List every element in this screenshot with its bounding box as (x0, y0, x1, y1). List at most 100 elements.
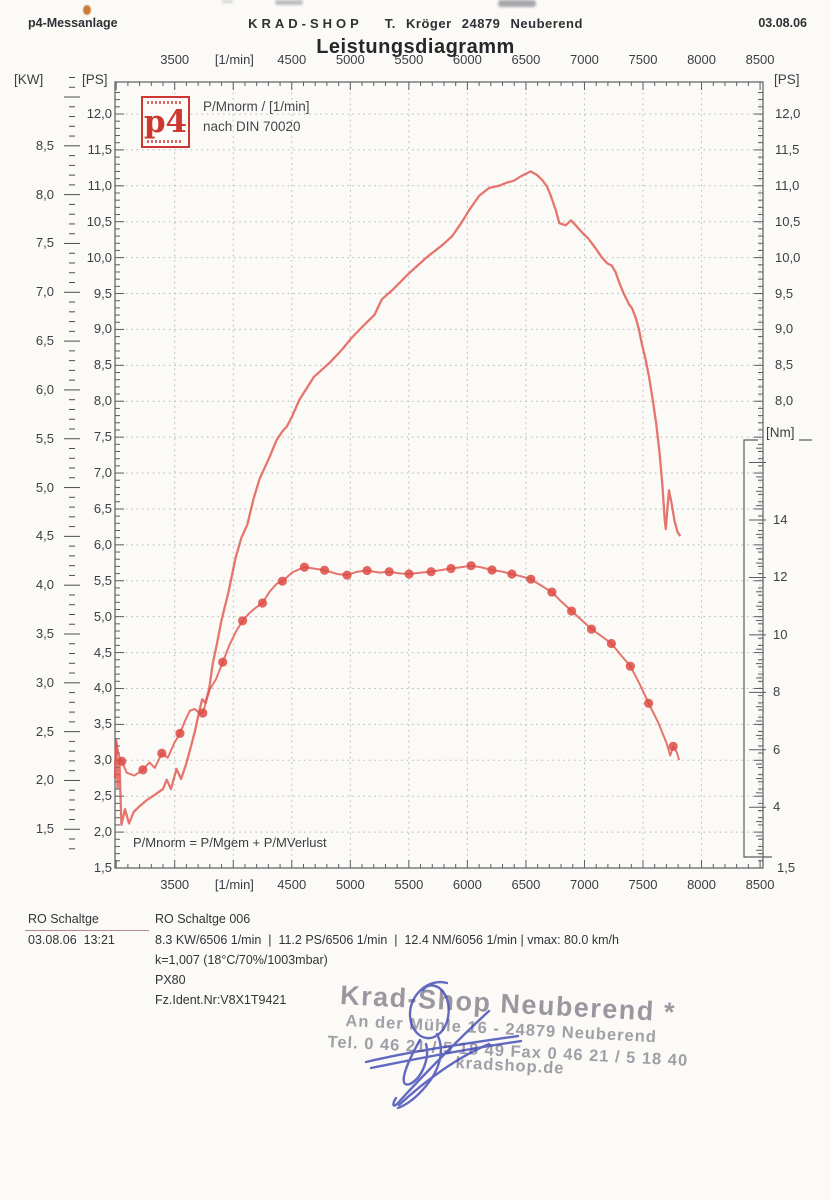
ps-axis-label-left: 4,5 (93, 644, 112, 660)
torque-marker (198, 708, 208, 718)
ps-axis-label-left: 3,5 (93, 716, 112, 732)
kw-axis-label: 8,5 (35, 137, 54, 153)
torque-marker (175, 728, 185, 738)
kw-axis-label: 7,0 (35, 284, 54, 300)
x-axis-label-top: 3500 (160, 52, 190, 67)
ps-axis-label-right: 12,0 (775, 105, 801, 121)
x-axis-label-top: [1/min] (214, 52, 254, 67)
ps-axis-label-right: 8,5 (775, 357, 794, 373)
p4-logo-microtext (147, 101, 181, 104)
ps-axis-label-left: 8,5 (93, 357, 112, 373)
ps-axis-label-left: 10,5 (86, 213, 112, 229)
power-curve (113, 170, 682, 827)
ps-axis-label-left: 2,0 (93, 824, 112, 840)
torque-marker (644, 698, 654, 708)
kw-axis-label: 6,5 (35, 333, 54, 349)
scan-smudge (222, 0, 233, 3)
kw-axis-label: 8,0 (35, 186, 54, 202)
ps-axis-label-right: 11,5 (775, 141, 800, 157)
x-axis-label-bottom: 7500 (628, 877, 658, 892)
torque-marker (466, 561, 476, 571)
x-axis-label-top: 6500 (511, 52, 541, 67)
ps-axis-label-left: 6,0 (93, 536, 112, 552)
x-axis-label-bottom: 4500 (277, 877, 307, 892)
torque-marker (606, 638, 616, 649)
x-axis-label-bottom: 8500 (745, 877, 775, 892)
scan-speck (83, 5, 91, 15)
ps-axis-label-right: 10,0 (775, 249, 801, 265)
nm-axis-label: 10 (773, 626, 788, 642)
x-axis-label-top: 6000 (452, 52, 482, 67)
nm-axis-label: 14 (773, 512, 788, 527)
scan-smudge (275, 0, 303, 5)
ps-axis-label-left: 4,0 (93, 680, 112, 696)
ps-axis-label-left: 9,0 (93, 321, 112, 337)
x-axis-label-top: 7000 (569, 52, 599, 67)
legend-line-1: P/Mnorm / [1/min] (203, 99, 310, 114)
shop-brand: KRAD-SHOP (248, 16, 363, 31)
torque-marker (218, 657, 228, 667)
torque-marker (362, 565, 372, 576)
torque-marker (117, 756, 127, 766)
footer-peak-values: 8.3 KW/6506 1/min | 11.2 PS/6506 1/min |… (155, 933, 619, 947)
nm-axis-label: 4 (773, 799, 781, 815)
legend-line-2: nach DIN 70020 (203, 119, 301, 134)
x-axis-label-bottom: 6500 (511, 877, 541, 892)
ps-axis-label-left: 3,0 (93, 752, 112, 768)
ps-axis-label-left: 11,5 (87, 141, 112, 157)
x-axis-label-bottom: 6000 (452, 877, 482, 892)
torque-marker (138, 765, 148, 775)
torque-marker (277, 576, 288, 586)
p4-logo: p4 (141, 96, 190, 148)
kw-axis-label: 1,5 (35, 821, 54, 837)
kw-axis-label: 2,5 (35, 723, 54, 739)
x-axis-label-bottom: 7000 (569, 877, 599, 892)
ps-axis-unit-right: [PS] (774, 72, 800, 87)
torque-marker (404, 569, 414, 579)
legend-text: P/Mnorm / [1/min] nach DIN 70020 (203, 97, 310, 137)
ps-axis-label-left: 11,0 (87, 177, 112, 193)
torque-marker (446, 563, 456, 574)
footer-divider (25, 930, 149, 931)
ps-axis-label-left: 12,0 (86, 105, 112, 121)
footer-vehicle-id: Fz.Ident.Nr:V8X1T9421 (155, 993, 287, 1007)
ps-axis-label-right: 11,0 (775, 177, 800, 193)
x-axis-label-top: 4500 (277, 52, 307, 67)
torque-marker (625, 661, 635, 671)
nm-axis-label: 6 (773, 741, 781, 757)
plot-frame (114, 81, 764, 869)
torque-marker (299, 562, 310, 572)
ps-axis-unit-left: [PS] (82, 72, 108, 87)
x-axis-label-bottom: 5500 (394, 877, 424, 892)
x-axis-label-top: 5000 (335, 52, 365, 67)
footer-vehicle-model: PX80 (155, 973, 186, 987)
x-axis-label-top: 7500 (628, 52, 658, 67)
torque-marker (487, 565, 497, 575)
x-axis-label-top: 5500 (394, 52, 424, 67)
x-axis-label-bottom: 8000 (687, 877, 716, 892)
x-axis-label-bottom: 5000 (335, 877, 365, 892)
torque-marker (668, 741, 678, 751)
torque-marker (526, 574, 536, 584)
kw-axis-label: 5,0 (35, 479, 54, 495)
kw-axis-label: 6,0 (35, 381, 54, 397)
ps-axis-label-left: 5,5 (93, 572, 112, 588)
ps-axis-label-right: 8,0 (775, 393, 794, 409)
kw-axis-label: 7,5 (35, 235, 54, 251)
torque-marker (547, 587, 557, 597)
system-name: p4-Messanlage (28, 16, 118, 30)
torque-marker (586, 624, 597, 634)
scan-smudge (498, 0, 536, 7)
ps-axis-label-left: 8,0 (93, 393, 112, 409)
kw-axis-label: 3,0 (35, 674, 54, 690)
ps-axis-label-left: 9,5 (93, 285, 112, 301)
ps-axis-label-left: 2,5 (93, 788, 112, 804)
torque-marker (507, 569, 517, 579)
ps-axis-label-left: 7,5 (93, 429, 112, 445)
footer-correction-factor: k=1,007 (18°C/70%/1003mbar) (155, 953, 328, 967)
torque-marker (342, 570, 352, 580)
kw-axis-label: 5,5 (35, 430, 54, 446)
